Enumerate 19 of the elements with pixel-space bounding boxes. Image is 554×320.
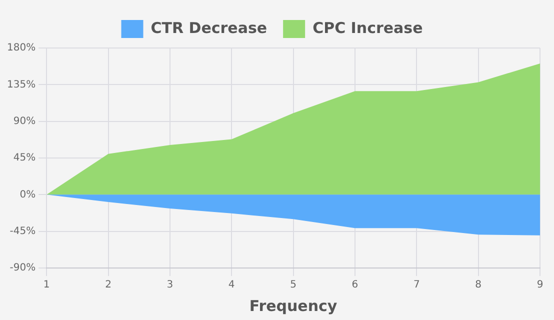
x-tick-label: 5 [290,280,296,291]
y-tick-label: 90% [13,116,36,127]
y-tick-label: 0% [20,189,36,200]
x-tick-label: 6 [352,280,358,291]
legend-label: CTR Decrease [150,18,268,37]
x-tick-label: 2 [105,280,112,291]
x-tick-label: 9 [536,280,544,291]
x-tick-label: 8 [475,280,482,291]
x-axis-title: Frequency [249,296,338,315]
y-tick-label: -45% [10,226,36,237]
x-tick-label: 3 [166,280,174,291]
legend-label: CPC Increase [312,18,423,37]
x-tick-label: 1 [43,280,50,291]
y-tick-label: -90% [10,262,36,274]
y-tick-label: 135% [6,79,36,90]
y-tick-label: 180% [6,42,36,54]
x-tick-label: 4 [228,280,235,291]
x-tick-label: 7 [413,280,420,291]
y-tick-label: 45% [13,152,36,164]
